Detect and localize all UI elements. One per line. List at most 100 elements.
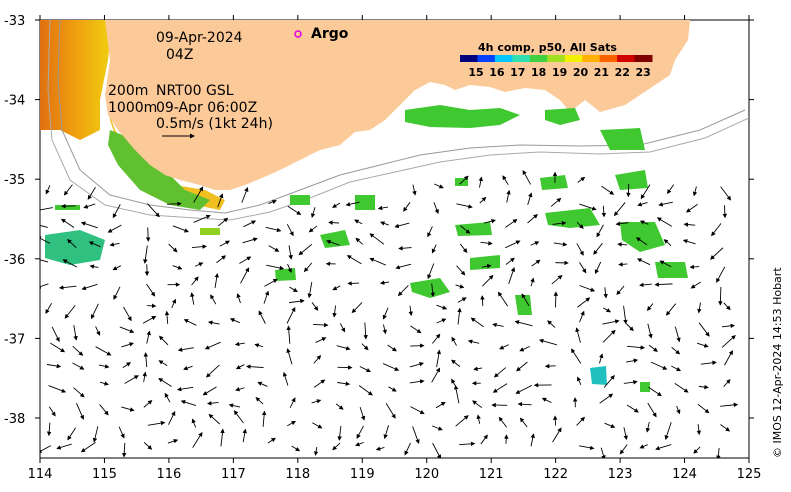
current-arrow [60,218,75,228]
current-arrow [427,226,433,238]
current-arrow [332,442,341,451]
colorbar-tick-label: 18 [531,66,546,79]
current-arrow [46,422,52,437]
current-arrow [118,426,125,439]
current-arrow [265,226,282,233]
current-arrow [380,221,389,226]
current-arrow [674,326,681,343]
current-arrow [298,243,313,256]
current-arrow [62,259,78,268]
current-arrow [288,298,305,304]
current-arrow [693,446,701,454]
current-arrow [508,267,516,284]
x-tick-label: 125 [737,467,762,482]
current-arrow [193,186,204,203]
current-arrow [627,345,646,350]
current-arrow [73,387,85,398]
current-arrow [698,384,709,390]
current-arrow [403,202,411,212]
current-arrow [314,379,326,388]
current-arrow [456,265,466,276]
current-arrow [671,365,682,372]
current-arrow [51,326,60,343]
current-arrow [579,285,596,292]
current-arrow [308,225,318,233]
current-arrow [593,243,603,255]
current-arrow [408,305,413,317]
current-arrow [600,447,606,458]
current-arrow [45,303,52,314]
current-arrow [242,428,247,443]
current-arrow [214,272,219,288]
x-tick-label: 119 [350,467,375,482]
current-arrow [626,323,634,332]
current-arrow [89,264,99,269]
current-arrow [88,241,101,248]
colorbar-segment [494,55,513,62]
current-arrow [460,225,471,234]
current-arrow [530,277,535,287]
current-arrow [639,444,648,449]
current-arrow [310,207,316,218]
x-tick-label: 121 [479,467,504,482]
current-arrow [410,325,422,334]
current-arrow [191,418,197,428]
current-arrow [168,243,178,253]
current-arrow [404,442,411,456]
current-arrow [254,343,264,348]
current-arrow [431,367,441,383]
current-arrow [113,286,121,300]
current-arrow [459,243,468,254]
current-arrow [48,406,56,417]
current-arrows [40,169,739,458]
current-arrow [359,406,366,421]
current-arrow [457,297,467,303]
current-arrow [576,221,584,229]
current-arrow [239,256,252,264]
current-arrow [307,281,313,299]
current-arrow [147,420,166,426]
current-arrow [122,362,131,369]
current-arrow [289,397,296,409]
current-arrow [172,225,189,233]
x-tick-label: 122 [543,467,568,482]
current-arrow [601,185,615,195]
current-arrow [671,346,681,355]
current-arrow [45,185,51,195]
current-arrow [168,410,176,425]
current-arrow [570,348,582,364]
current-arrow [192,431,203,448]
current-arrow [431,425,443,431]
current-arrow [432,333,441,344]
current-arrow [345,201,360,207]
current-arrow [455,415,469,427]
current-arrow [579,310,585,323]
current-arrow [522,169,532,185]
current-arrow [433,202,439,214]
current-arrow [457,307,462,325]
current-arrow [119,326,135,334]
current-arrow [700,360,717,366]
current-arrow [266,264,285,271]
current-arrow [216,255,227,264]
current-arrow [434,183,444,189]
current-arrow [379,280,390,285]
colorbar [460,55,653,62]
current-arrow [264,278,278,287]
current-arrow [287,263,292,273]
current-arrow [40,283,49,289]
current-arrow [147,203,160,218]
current-arrow [480,295,485,306]
x-tick-label: 116 [156,467,181,482]
current-arrow [328,220,340,225]
current-arrow [497,291,509,307]
current-arrow [268,199,277,205]
current-arrow [395,263,412,270]
current-arrow [99,381,109,386]
current-arrow [682,239,696,245]
current-arrow [527,192,533,206]
current-arrow [177,347,194,352]
current-arrow [659,260,672,268]
current-arrow [145,227,151,242]
current-arrow [87,187,96,200]
